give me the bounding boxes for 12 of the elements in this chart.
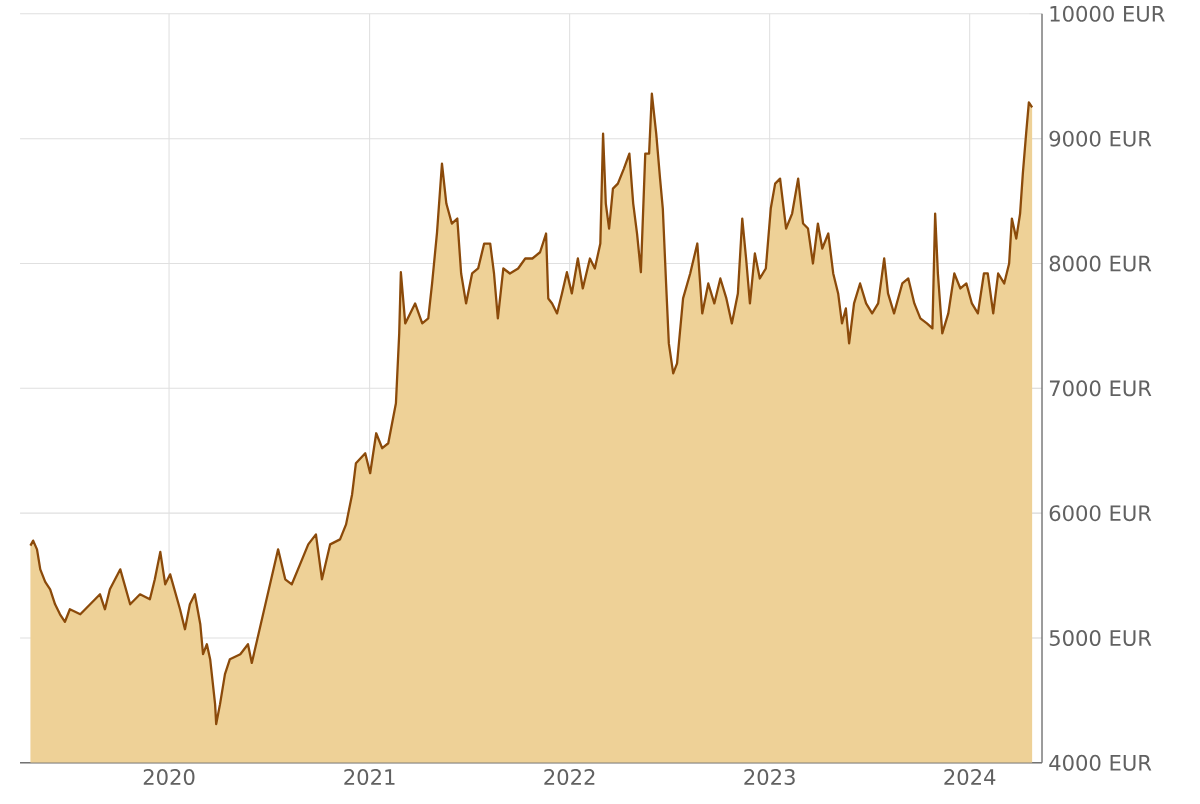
x-tick-label: 2020: [143, 769, 195, 786]
x-tick-label: 2024: [944, 769, 996, 786]
y-tick-label: 10000 EUR: [1050, 5, 1165, 22]
y-tick-label: 7000 EUR: [1049, 380, 1152, 397]
y-tick-label: 9000 EUR: [1049, 130, 1152, 147]
y-tick-label: 6000 EUR: [1049, 505, 1152, 522]
x-tick-label: 2023: [744, 769, 795, 786]
y-tick-label: 8000 EUR: [1049, 255, 1152, 272]
y-tick-label: 4000 EUR: [1049, 754, 1152, 771]
x-tick-label: 2021: [344, 769, 395, 786]
y-tick-label: 5000 EUR: [1049, 630, 1152, 647]
x-tick-label: 2022: [544, 769, 595, 786]
